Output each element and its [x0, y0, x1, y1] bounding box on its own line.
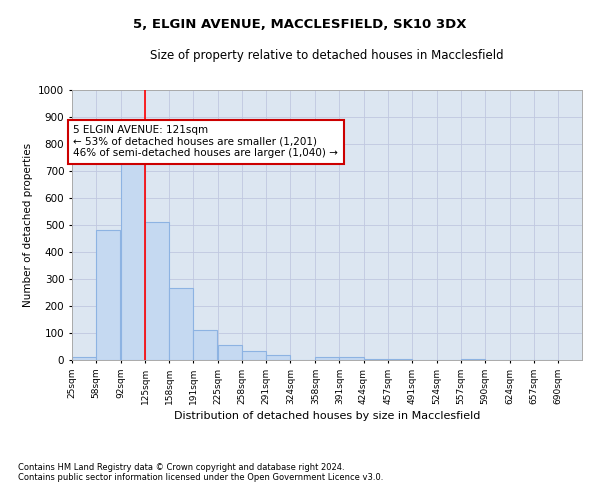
- Bar: [218, 345, 242, 360]
- Bar: [340, 358, 364, 360]
- Bar: [121, 138, 145, 360]
- Y-axis label: Number of detached properties: Number of detached properties: [23, 143, 32, 307]
- Text: Contains public sector information licensed under the Open Government Licence v3: Contains public sector information licen…: [18, 474, 383, 482]
- Bar: [96, 230, 120, 360]
- Bar: [242, 350, 266, 360]
- Text: 5 ELGIN AVENUE: 121sqm
← 53% of detached houses are smaller (1,201)
46% of semi-: 5 ELGIN AVENUE: 121sqm ← 53% of detached…: [73, 125, 338, 158]
- Bar: [461, 358, 485, 360]
- Bar: [388, 358, 412, 360]
- Bar: [169, 288, 193, 360]
- Bar: [145, 222, 169, 360]
- Text: Contains HM Land Registry data © Crown copyright and database right 2024.: Contains HM Land Registry data © Crown c…: [18, 464, 344, 472]
- Bar: [193, 330, 217, 360]
- Title: Size of property relative to detached houses in Macclesfield: Size of property relative to detached ho…: [150, 50, 504, 62]
- X-axis label: Distribution of detached houses by size in Macclesfield: Distribution of detached houses by size …: [174, 411, 480, 421]
- Bar: [266, 354, 290, 360]
- Text: 5, ELGIN AVENUE, MACCLESFIELD, SK10 3DX: 5, ELGIN AVENUE, MACCLESFIELD, SK10 3DX: [133, 18, 467, 30]
- Bar: [316, 358, 340, 360]
- Bar: [72, 358, 96, 360]
- Bar: [364, 358, 388, 360]
